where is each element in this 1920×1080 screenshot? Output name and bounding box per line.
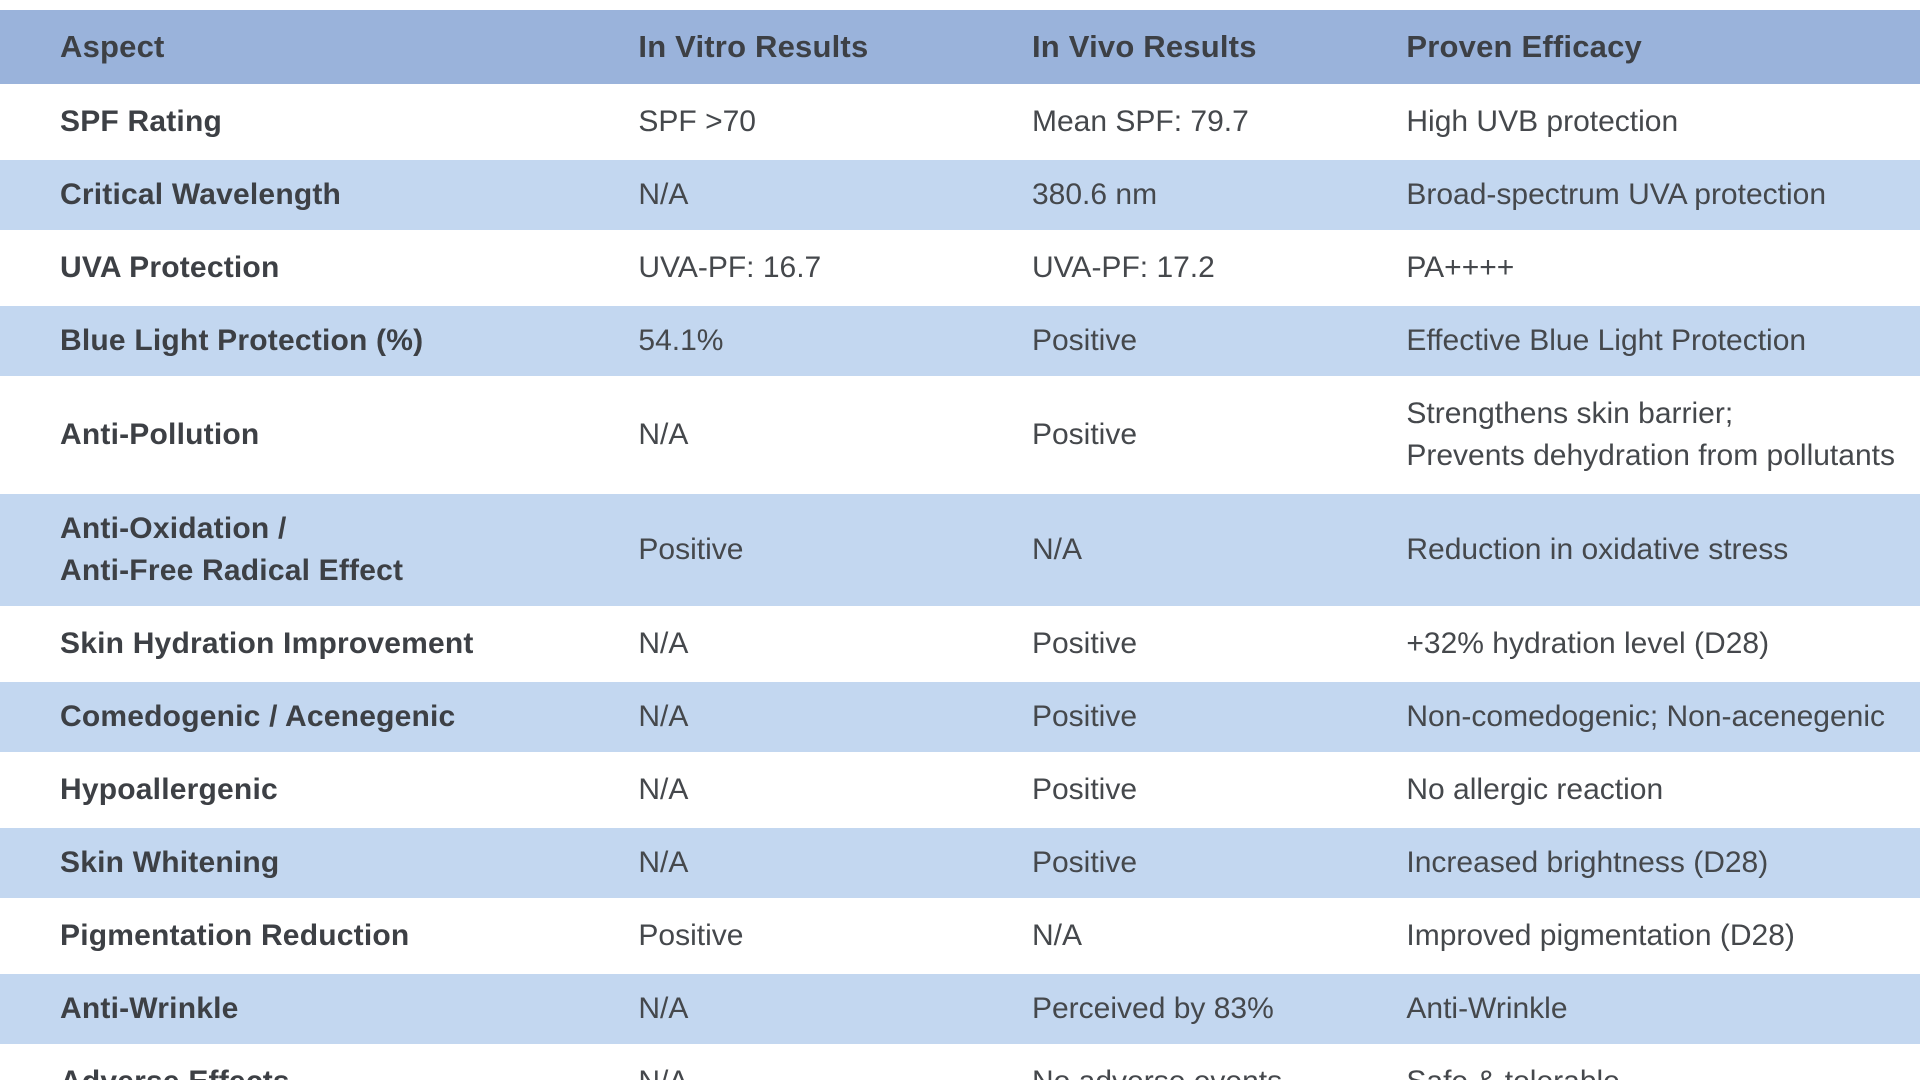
cell-aspect: UVA Protection — [0, 231, 615, 306]
cell-efficacy: Improved pigmentation (D28) — [1382, 899, 1920, 974]
table-row: Adverse EffectsN/ANo adverse eventsSafe … — [0, 1045, 1920, 1080]
table-header-row: Aspect In Vitro Results In Vivo Results Pro… — [0, 10, 1920, 87]
cell-in-vivo: Positive — [1007, 753, 1383, 828]
cell-in-vivo: Positive — [1007, 826, 1383, 901]
cell-efficacy: Safe & tolerable — [1382, 1045, 1920, 1080]
cell-in-vitro: N/A — [614, 1045, 1008, 1080]
cell-in-vitro: N/A — [614, 972, 1008, 1047]
table-row: Anti-Oxidation / Anti-Free Radical Effec… — [0, 492, 1920, 609]
cell-aspect: Skin Whitening — [0, 826, 615, 901]
clinical-results-table: Aspect In Vitro Results In Vivo Results Pro… — [0, 10, 1920, 1080]
cell-in-vivo: UVA-PF: 17.2 — [1007, 231, 1383, 306]
cell-in-vitro: 54.1% — [614, 304, 1008, 379]
cell-efficacy: PA++++ — [1382, 231, 1920, 306]
cell-in-vivo: Perceived by 83% — [1007, 972, 1383, 1047]
cell-aspect: Adverse Effects — [0, 1045, 615, 1080]
table-body: SPF Rating SPF >70 Mean SPF: 79.7 High UVB … — [0, 85, 1920, 1080]
table-row: UVA Protection UVA-PF: 16.7 UVA-PF: 17.2 PA… — [0, 231, 1920, 306]
table-row: Critical Wavelength N/A 380.6 nm Broad-spec… — [0, 158, 1920, 233]
cell-aspect: Anti-Oxidation / Anti-Free Radical Effec… — [0, 492, 615, 609]
cell-efficacy: Broad-spectrum UVA protection — [1382, 158, 1920, 233]
column-header-efficacy: Proven Efficacy — [1382, 10, 1920, 87]
table-row: Anti-Wrinkle N/A Perceived by 83% Anti-Wrin… — [0, 972, 1920, 1047]
cell-in-vivo: Positive — [1007, 304, 1383, 379]
cell-in-vitro: N/A — [614, 680, 1008, 755]
cell-in-vitro: N/A — [614, 753, 1008, 828]
cell-efficacy: Strengthens skin barrier; Prevents dehyd… — [1382, 377, 1920, 494]
cell-in-vivo: N/A — [1007, 492, 1383, 609]
cell-efficacy: High UVB protection — [1382, 85, 1920, 160]
table-row: Hypoallergenic N/A Positive No allergic rea… — [0, 753, 1920, 828]
cell-aspect: Comedogenic / Acenegenic — [0, 680, 615, 755]
table-row: Skin Hydration Improvement N/A Positive +32… — [0, 607, 1920, 682]
cell-in-vitro: N/A — [614, 826, 1008, 901]
table-row: Blue Light Protection (%) 54.1% Positive Ef… — [0, 304, 1920, 379]
cell-in-vitro: SPF >70 — [614, 85, 1008, 160]
cell-aspect: Anti-Wrinkle — [0, 972, 615, 1047]
cell-in-vivo: N/A — [1007, 899, 1383, 974]
cell-aspect: Pigmentation Reduction — [0, 899, 615, 974]
cell-in-vivo: Mean SPF: 79.7 — [1007, 85, 1383, 160]
table-row: Pigmentation Reduction Positive N/A Improve… — [0, 899, 1920, 974]
cell-aspect: Anti-Pollution — [0, 377, 615, 494]
cell-efficacy: Non-comedogenic; Non-acenegenic — [1382, 680, 1920, 755]
cell-in-vitro: Positive — [614, 492, 1008, 609]
cell-in-vitro: N/A — [614, 158, 1008, 233]
table-row: Comedogenic / Acenegenic N/A Positive Non-c… — [0, 680, 1920, 755]
cell-in-vitro: UVA-PF: 16.7 — [614, 231, 1008, 306]
column-header-in_vitro: In Vitro Results — [614, 10, 1008, 87]
table-row: Skin Whitening N/A Positive Increased brigh… — [0, 826, 1920, 901]
column-header-aspect: Aspect — [0, 10, 615, 87]
table-row: Anti-Pollution N/A Positive Strengthens ski… — [0, 377, 1920, 494]
cell-efficacy: Anti-Wrinkle — [1382, 972, 1920, 1047]
cell-aspect: Skin Hydration Improvement — [0, 607, 615, 682]
cell-in-vitro: N/A — [614, 607, 1008, 682]
cell-aspect: Critical Wavelength — [0, 158, 615, 233]
cell-efficacy: Effective Blue Light Protection — [1382, 304, 1920, 379]
table-row: SPF Rating SPF >70 Mean SPF: 79.7 High UVB … — [0, 85, 1920, 160]
cell-aspect: Hypoallergenic — [0, 753, 615, 828]
cell-aspect: SPF Rating — [0, 85, 615, 160]
cell-efficacy: Increased brightness (D28) — [1382, 826, 1920, 901]
cell-efficacy: Reduction in oxidative stress — [1382, 492, 1920, 609]
cell-in-vitro: N/A — [614, 377, 1008, 494]
cell-efficacy: +32% hydration level (D28) — [1382, 607, 1920, 682]
cell-in-vivo: 380.6 nm — [1007, 158, 1383, 233]
cell-in-vitro: Positive — [614, 899, 1008, 974]
cell-efficacy: No allergic reaction — [1382, 753, 1920, 828]
cell-in-vivo: Positive — [1007, 607, 1383, 682]
cell-in-vivo: No adverse events — [1007, 1045, 1383, 1080]
cell-in-vivo: Positive — [1007, 680, 1383, 755]
cell-aspect: Blue Light Protection (%) — [0, 304, 615, 379]
cell-in-vivo: Positive — [1007, 377, 1383, 494]
column-header-in_vivo: In Vivo Results — [1007, 10, 1383, 87]
